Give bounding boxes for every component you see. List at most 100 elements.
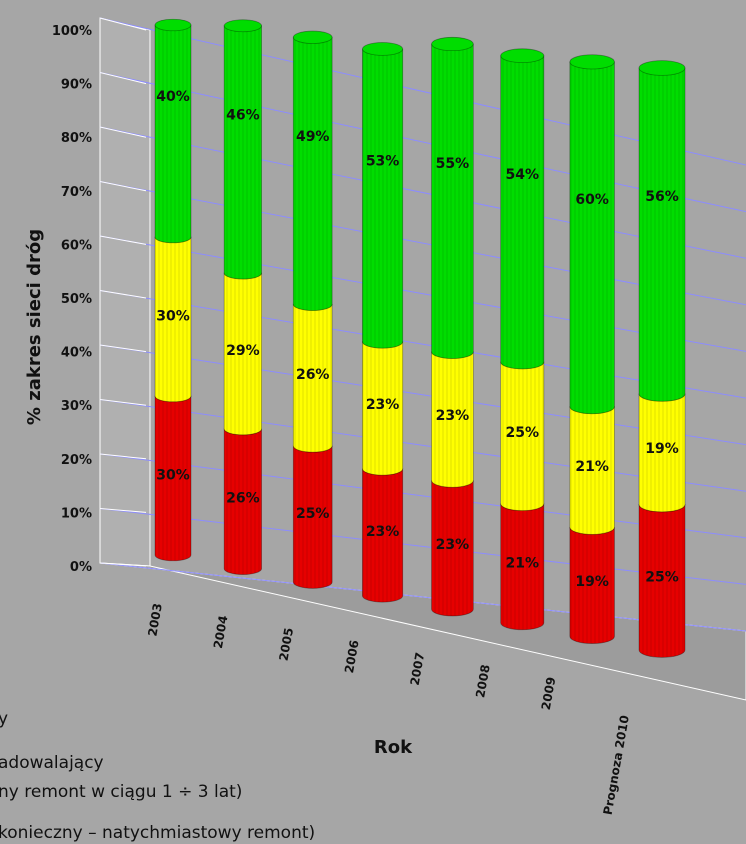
- data-label: 30%: [156, 468, 190, 484]
- bar-segment-yellow: [569, 406, 615, 535]
- bar-segment-green: [638, 60, 686, 402]
- data-label: 19%: [575, 574, 609, 590]
- bar-cap: [431, 36, 474, 52]
- bar-segment-red: [638, 504, 686, 658]
- bar-segment-green: [569, 54, 615, 415]
- gridline: [99, 562, 746, 632]
- data-label: 53%: [366, 153, 400, 169]
- bar-segment-green: [154, 18, 192, 244]
- bar-segment-green: [500, 48, 545, 370]
- y-tick-label: 30%: [61, 399, 92, 414]
- y-tick-label: 90%: [61, 78, 92, 93]
- bar-cap: [292, 30, 333, 44]
- y-axis-title: % zakres sieci dróg: [24, 229, 45, 425]
- x-tick-label: 2008: [473, 664, 493, 699]
- y-tick-label: 50%: [61, 292, 92, 307]
- gridline: [99, 235, 746, 352]
- y-tick-label: 40%: [61, 346, 92, 361]
- data-label: 60%: [575, 192, 609, 208]
- legend-fragment-3: ny remont w ciągu 1 ÷ 3 lat): [0, 782, 242, 802]
- gridline-side: [99, 562, 147, 567]
- data-label: 21%: [506, 555, 540, 571]
- bar-segment-red: [292, 445, 333, 589]
- bar-segment-yellow: [500, 361, 545, 512]
- gridline: [99, 508, 746, 585]
- bar-segment-yellow: [154, 236, 192, 403]
- gridline-side: [99, 126, 147, 138]
- gridline-side: [99, 290, 147, 299]
- data-label: 25%: [506, 425, 540, 441]
- y-tick-label: 10%: [61, 506, 92, 521]
- bar-segment-red: [223, 428, 262, 575]
- gridline-side: [99, 344, 147, 353]
- gridline: [99, 17, 746, 166]
- bar-segment-red: [431, 480, 474, 617]
- x-tick-label: Prognoza 2010: [601, 714, 632, 816]
- gridline: [99, 399, 746, 492]
- bar-segment-yellow: [431, 351, 474, 488]
- bar-cap: [362, 42, 404, 56]
- y-tick-label: 0%: [70, 560, 92, 575]
- bar-segment-yellow: [362, 341, 404, 476]
- bar-segment-green: [431, 36, 474, 359]
- gridline: [99, 344, 746, 446]
- x-tick-label: 2007: [408, 651, 428, 686]
- x-tick-label: 2005: [277, 627, 297, 662]
- data-label: 21%: [575, 459, 609, 475]
- gridline-side: [99, 508, 147, 513]
- data-label: 29%: [226, 343, 260, 359]
- bar-cap: [154, 18, 192, 32]
- data-label: 25%: [645, 569, 679, 585]
- x-axis-title: Rok: [374, 737, 413, 758]
- x-tick-label: 2009: [539, 676, 559, 711]
- legend-fragments: y adowalający ny remont w ciągu 1 ÷ 3 la…: [0, 709, 315, 843]
- data-label: 19%: [645, 441, 679, 457]
- bar-segment-green: [292, 30, 333, 311]
- data-label: 30%: [156, 309, 190, 325]
- data-label: 56%: [645, 189, 679, 205]
- gridline: [99, 453, 746, 539]
- data-label: 23%: [436, 537, 470, 553]
- gridline-side: [99, 235, 147, 245]
- data-label: 23%: [436, 408, 470, 424]
- gridline: [99, 181, 746, 306]
- data-label: 26%: [296, 367, 330, 383]
- gridline-side: [99, 453, 147, 460]
- gridline: [99, 126, 746, 259]
- bar-segment-yellow: [638, 393, 686, 513]
- data-label: 46%: [226, 107, 260, 123]
- bar-segment-yellow: [223, 272, 262, 436]
- data-label: 40%: [156, 89, 190, 105]
- bar-cap: [638, 60, 686, 76]
- y-tick-label: 60%: [61, 238, 92, 253]
- bar-cap: [223, 19, 262, 33]
- y-tick-label: 80%: [61, 131, 92, 146]
- y-axis-ticks: 0% 10% 20% 30% 40% 50% 60% 70% 80% 90% 100%: [52, 24, 92, 575]
- bar-cap: [569, 54, 615, 70]
- legend-fragment-4: konieczny – natychmiastowy remont): [0, 823, 315, 843]
- data-label: 23%: [366, 524, 400, 540]
- bar-segment-green: [223, 19, 262, 280]
- gridline-side: [99, 17, 147, 31]
- data-label: 26%: [226, 491, 260, 507]
- gridline: [99, 72, 746, 213]
- bar-segment-yellow: [292, 303, 333, 453]
- gridline-side: [99, 72, 147, 85]
- x-tick-label: 2004: [211, 614, 231, 649]
- x-tick-label: 2003: [145, 602, 165, 637]
- bar-segment-green: [362, 42, 404, 349]
- data-label: 23%: [366, 397, 400, 413]
- y-tick-label: 100%: [52, 24, 92, 39]
- y-tick-label: 20%: [61, 453, 92, 468]
- data-label: 49%: [296, 129, 330, 145]
- bar-segment-red: [500, 503, 545, 631]
- gridlines: [99, 17, 746, 632]
- gridline: [99, 290, 746, 399]
- x-tick-label: 2006: [342, 639, 362, 674]
- legend-fragment-2: adowalający: [0, 753, 104, 773]
- data-label: 55%: [436, 156, 470, 172]
- bar-segment-red: [362, 468, 404, 603]
- bar-cap: [500, 48, 545, 64]
- data-label: 25%: [296, 506, 330, 522]
